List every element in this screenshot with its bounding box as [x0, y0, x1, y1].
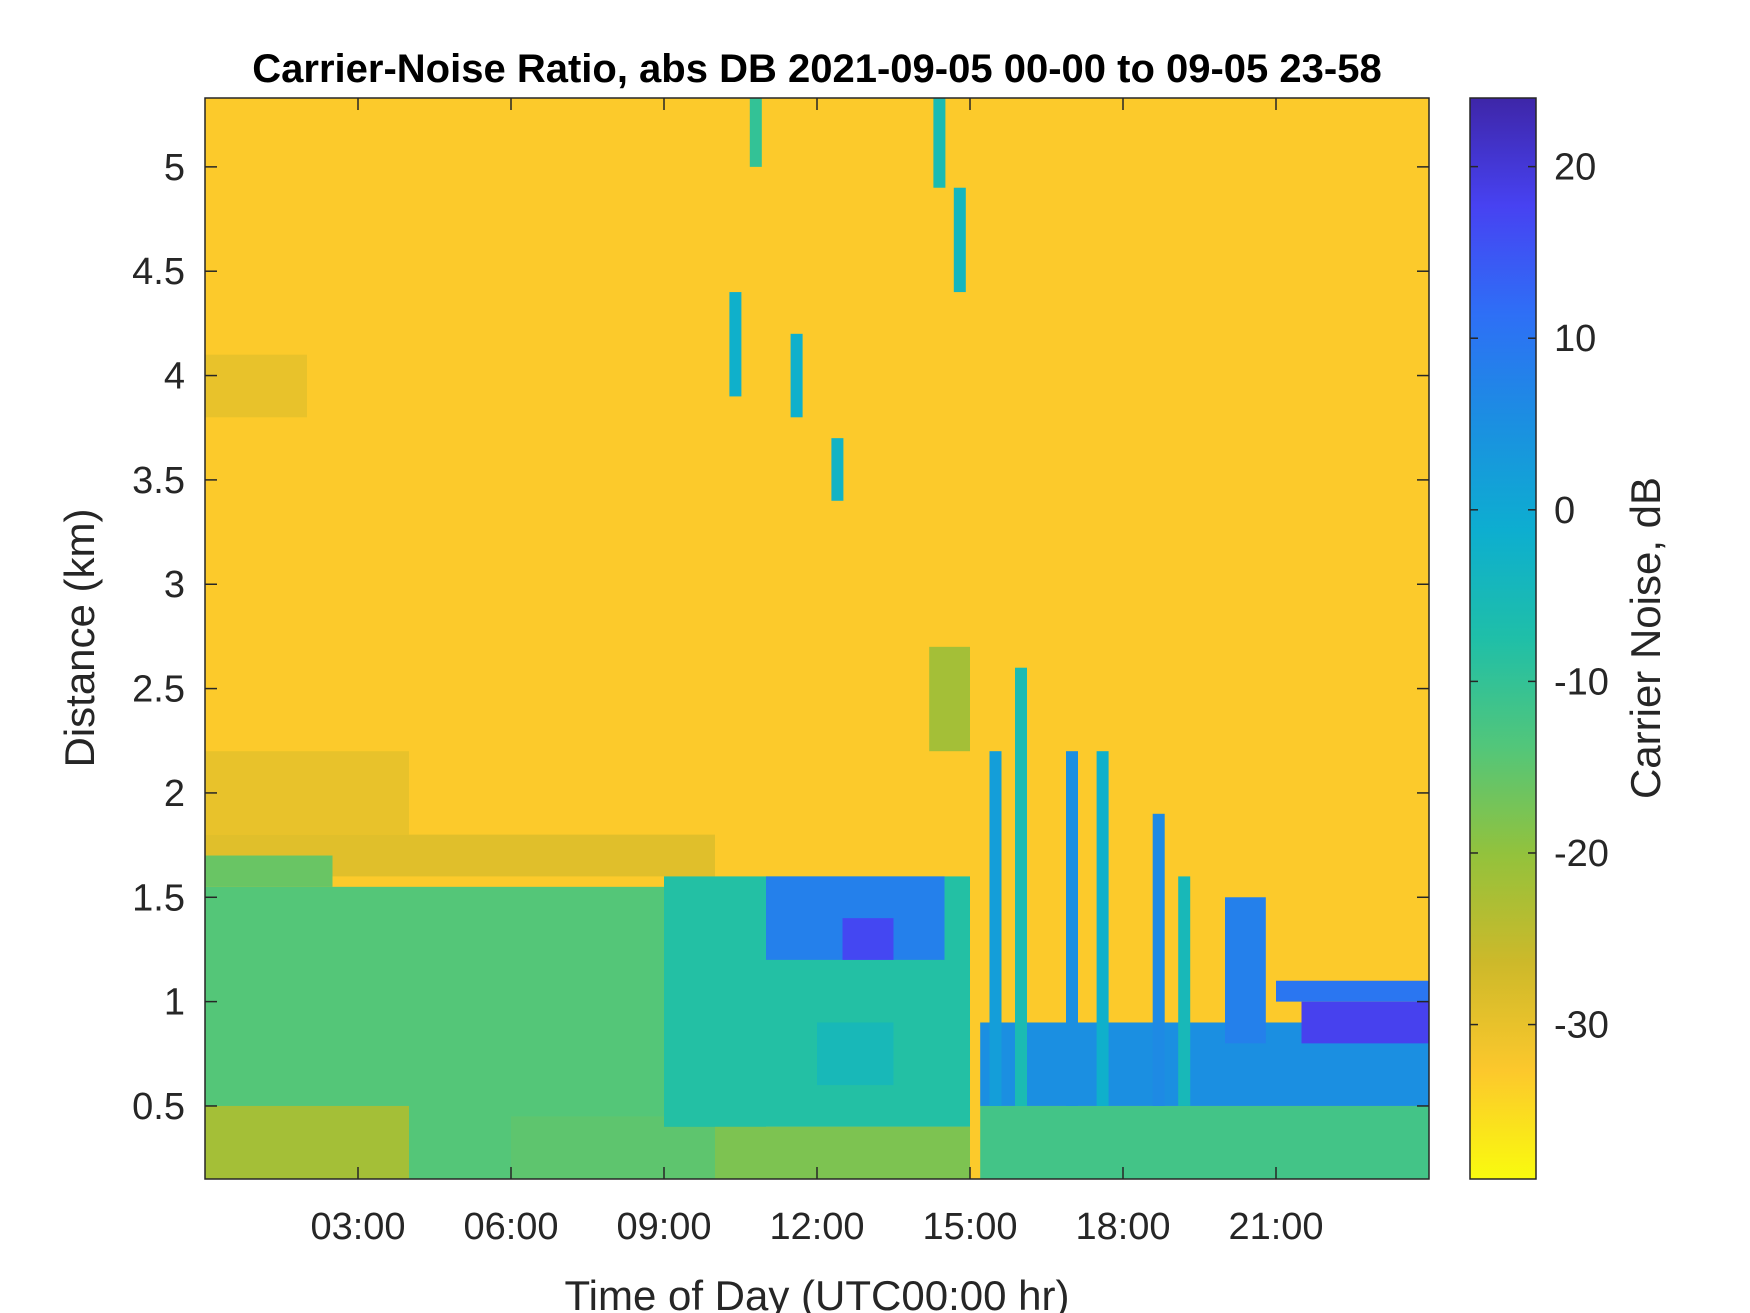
x-tick-label: 03:00 — [310, 1206, 405, 1248]
x-axis-ticks: 03:00 06:00 09:00 12:00 15:00 18:00 21:00 — [310, 98, 1324, 1248]
y-tick-label: 3 — [164, 564, 185, 606]
colorbar-tick-label: 0 — [1554, 490, 1575, 532]
x-tick-label: 12:00 — [769, 1206, 864, 1248]
colorbar-tick-label: 10 — [1554, 318, 1596, 360]
heatmap-streak-9 — [1096, 751, 1109, 1106]
heatmap-streak-10 — [1152, 813, 1165, 1106]
x-tick-label: 15:00 — [922, 1206, 1017, 1248]
y-tick-label: 2.5 — [132, 669, 185, 711]
colorbar-tick-label: 20 — [1554, 147, 1596, 189]
heatmap-region-16 — [1225, 897, 1266, 1044]
heatmap-streak-11 — [1178, 876, 1191, 1106]
x-tick-label: 18:00 — [1075, 1206, 1170, 1248]
colorbar-label: Carrier Noise, dB — [1622, 477, 1669, 799]
x-tick-label: 21:00 — [1228, 1206, 1323, 1248]
heatmap-streak-2 — [831, 438, 844, 501]
y-tick-label: 4 — [164, 356, 185, 398]
colorbar-tick-label: -30 — [1554, 1005, 1609, 1047]
x-axis-label: Time of Day (UTC00:00 hr) — [565, 1272, 1070, 1313]
heatmap-streak-0 — [729, 292, 742, 397]
x-tick-label: 06:00 — [463, 1206, 558, 1248]
y-tick-label: 0.5 — [132, 1086, 185, 1128]
heatmap-streak-1 — [790, 333, 803, 418]
colorbar-tick-label: -20 — [1554, 833, 1609, 875]
y-tick-label: 1.5 — [132, 877, 185, 919]
heatmap-region-1 — [205, 751, 409, 835]
heatmap-region-10 — [842, 918, 894, 960]
heatmap-region-6 — [205, 1105, 409, 1179]
heatmap-streak-3 — [953, 187, 966, 293]
heatmap-streak-6 — [989, 751, 1002, 1106]
heatmap-region-12 — [715, 1126, 970, 1179]
y-axis-label: Distance (km) — [56, 508, 103, 767]
heatmap-region-17 — [1301, 1001, 1429, 1044]
heatmap-streak-4 — [933, 98, 946, 188]
colorbar — [1469, 97, 1537, 1180]
colorbar-tick-label: -10 — [1554, 661, 1609, 703]
y-axis-ticks: 0.5 1 1.5 2 2.5 3 3.5 4 4.5 5 — [132, 147, 1429, 1128]
y-tick-label: 4.5 — [132, 251, 185, 293]
heatmap-region-2 — [205, 354, 307, 418]
heatmap-region-18 — [1276, 980, 1429, 1002]
heatmap-streak-5 — [749, 98, 762, 167]
chart-title: Carrier-Noise Ratio, abs DB 2021-09-05 0… — [252, 47, 1381, 91]
y-tick-label: 3.5 — [132, 460, 185, 502]
heatmap-region-4 — [205, 855, 333, 887]
heatmap-streak-7 — [1015, 667, 1027, 1106]
heatmap-streak-8 — [1066, 751, 1078, 1106]
colorbar-ticks: -30 -20 -10 0 10 20 — [1470, 147, 1609, 1047]
x-tick-label: 09:00 — [616, 1206, 711, 1248]
heatmap-region-13 — [929, 646, 970, 752]
heatmap-region-14 — [980, 1105, 1429, 1179]
heatmap-cells — [205, 98, 1429, 1179]
heatmap-region-11 — [817, 1022, 894, 1086]
y-tick-label: 5 — [164, 147, 185, 189]
y-tick-label: 1 — [164, 982, 185, 1024]
y-tick-label: 2 — [164, 773, 185, 815]
